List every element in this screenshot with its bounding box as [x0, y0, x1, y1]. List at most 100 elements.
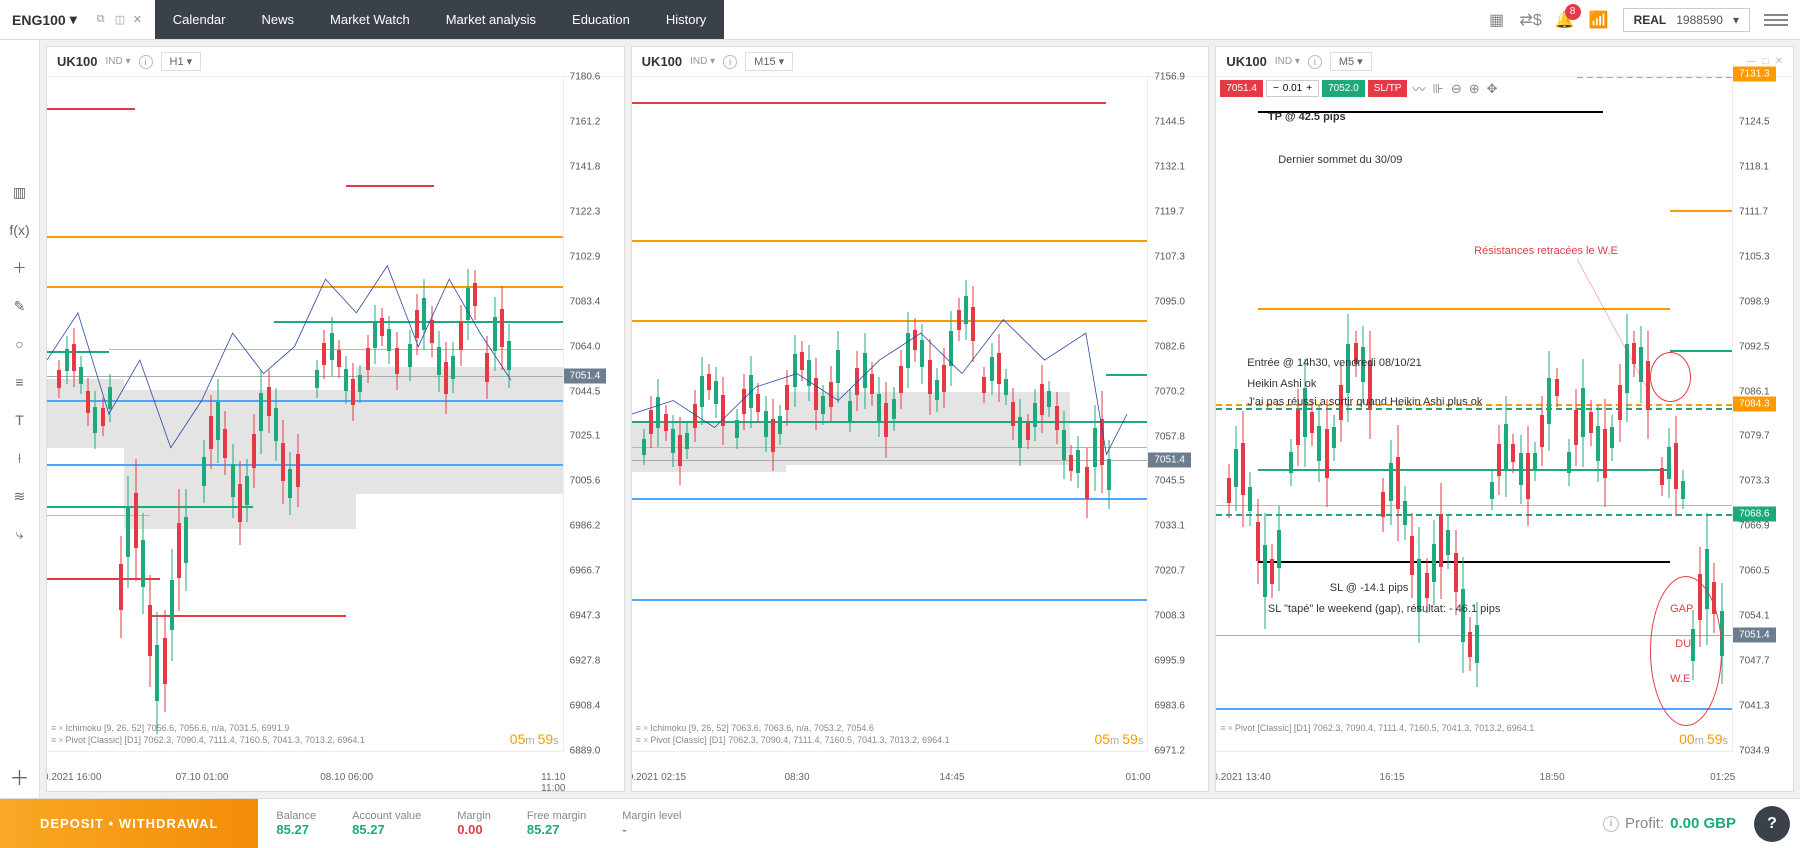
chart-symbol[interactable]: UK100	[57, 54, 97, 69]
plus-icon[interactable]: +	[1306, 83, 1312, 94]
candle	[245, 476, 249, 505]
timeframe-selector[interactable]: M5 ▾	[1330, 52, 1372, 71]
indicator-toggle-icon[interactable]: ≡	[1220, 723, 1225, 733]
y-tick-label: 7161.2	[570, 116, 601, 127]
zoom-in-icon[interactable]: ⊕	[1467, 81, 1482, 97]
info-icon[interactable]: i	[139, 55, 153, 69]
indicator-close-icon[interactable]: ×	[58, 723, 63, 733]
horizontal-line	[632, 240, 1148, 242]
popout-icon[interactable]: ⧉	[97, 13, 111, 27]
circle-icon[interactable]: ○	[8, 332, 32, 356]
ind-label: IND ▾	[1275, 56, 1300, 67]
transfer-icon[interactable]: ⇄$	[1521, 10, 1541, 30]
settings-icon[interactable]: ⟊	[8, 446, 32, 470]
indicator-close-icon[interactable]: ×	[643, 723, 648, 733]
candle	[238, 484, 242, 522]
close-icon[interactable]: ✕	[1775, 56, 1783, 67]
candle	[906, 333, 910, 367]
pencil-icon[interactable]: ✎	[8, 294, 32, 318]
sltp-button[interactable]: SL/TP	[1368, 80, 1408, 97]
account-selector[interactable]: REAL 1988590 ▾	[1623, 8, 1750, 32]
candle	[997, 353, 1001, 384]
help-button[interactable]: ?	[1754, 806, 1790, 842]
notifications-icon[interactable]: 🔔8	[1555, 10, 1575, 30]
qty-input[interactable]: −0.01+	[1266, 80, 1319, 97]
indicator-toggle-icon[interactable]: ≡	[636, 735, 641, 745]
candle	[252, 434, 256, 468]
candle	[1381, 492, 1385, 517]
indicator-toggle-icon[interactable]: ≡	[636, 723, 641, 733]
zoom-out-icon[interactable]: ⊖	[1449, 81, 1464, 97]
chart-panel-0: UK100IND ▾iH1 ▾≡ × Ichimoku [9, 26, 52] …	[46, 46, 625, 792]
main-area: ▥ f(x) ＋ ✎ ○ ≡ T ⟊ ≋ ⤷ ＋ UK100 IND ▾ i H1 ▾…	[0, 40, 1800, 798]
candle	[337, 350, 341, 367]
info-icon[interactable]: i	[1308, 55, 1322, 69]
add-panel-icon[interactable]: ＋	[8, 764, 32, 788]
chart-symbol[interactable]: UK100	[1226, 54, 1266, 69]
candle	[1681, 481, 1685, 499]
deposit-withdrawal-button[interactable]: DEPOSIT • WITHDRAWAL	[0, 799, 258, 848]
maximize-icon[interactable]: □	[1763, 56, 1769, 67]
nav-item-market-watch[interactable]: Market Watch	[312, 0, 428, 39]
info-icon[interactable]: i	[1603, 816, 1619, 832]
candle	[57, 370, 61, 387]
nav-item-news[interactable]: News	[244, 0, 313, 39]
chart-symbol[interactable]: UK100	[642, 54, 682, 69]
indicator-toggle-icon[interactable]: ≡	[51, 735, 56, 745]
candle	[1432, 544, 1436, 583]
annotation-ellipse	[1650, 352, 1691, 402]
y-tick-label: 7047.7	[1739, 656, 1770, 667]
fib-icon[interactable]: ≡	[8, 370, 32, 394]
crosshair-icon[interactable]: ＋	[8, 256, 32, 280]
close-icon[interactable]: ✕	[133, 13, 147, 27]
text-icon[interactable]: T	[8, 408, 32, 432]
buy-button[interactable]: 7052.0	[1322, 80, 1365, 97]
fx-icon[interactable]: f(x)	[8, 218, 32, 242]
candle	[485, 353, 489, 382]
horizontal-line	[47, 236, 563, 238]
candle	[322, 343, 326, 365]
annotation-text: SL @ -14.1 pips	[1330, 582, 1409, 594]
candle	[1270, 559, 1274, 584]
timeframe-selector[interactable]: M15 ▾	[745, 52, 793, 71]
symbol-selector[interactable]: ENG100▾	[0, 11, 89, 28]
timeframe-selector[interactable]: H1 ▾	[161, 52, 202, 71]
chart-body[interactable]: ≡ × Ichimoku [9, 26, 52] 7056.6, 7056.6,…	[47, 77, 564, 751]
candle	[101, 408, 105, 425]
y-tick-label: 7086.1	[1739, 386, 1770, 397]
menu-icon[interactable]	[1764, 8, 1788, 32]
minimize-icon[interactable]: —	[1747, 56, 1757, 67]
nav-item-market-analysis[interactable]: Market analysis	[428, 0, 554, 39]
candle	[764, 411, 768, 436]
x-axis: 05.10.2021 16:0007.10 01:0008.10 06:0011…	[47, 751, 564, 791]
current-price-tag: 7051.4	[564, 368, 607, 383]
candle	[1325, 429, 1329, 478]
candle	[459, 322, 463, 350]
indicator-close-icon[interactable]: ×	[1228, 723, 1233, 733]
candle	[500, 309, 504, 347]
sell-button[interactable]: 7051.4	[1220, 80, 1263, 97]
chart-body[interactable]: TP @ 42.5 pipsDernier sommet du 30/09Rés…	[1216, 77, 1733, 751]
account-id: 1988590	[1676, 13, 1723, 27]
ichimoku-cloud	[356, 367, 562, 494]
info-icon[interactable]: i	[723, 55, 737, 69]
nav-item-history[interactable]: History	[648, 0, 724, 39]
bars-icon[interactable]: ▥	[8, 180, 32, 204]
share-icon[interactable]: ⤷	[8, 522, 32, 546]
horizontal-line	[632, 102, 1106, 104]
chart-body[interactable]: ≡ × Ichimoku [9, 26, 52] 7063.6, 7063.6,…	[632, 77, 1149, 751]
detach-icon[interactable]: ◫	[115, 13, 129, 27]
line-icon[interactable]: 〰	[1410, 79, 1427, 98]
layers-icon[interactable]: ≋	[8, 484, 32, 508]
y-tick-label: 7008.3	[1154, 611, 1185, 622]
indicator-close-icon[interactable]: ×	[643, 735, 648, 745]
indicator-toggle-icon[interactable]: ≡	[51, 723, 56, 733]
minus-icon[interactable]: −	[1273, 83, 1279, 94]
move-icon[interactable]: ✥	[1485, 81, 1500, 97]
indicator-close-icon[interactable]: ×	[58, 735, 63, 745]
nav-item-calendar[interactable]: Calendar	[155, 0, 244, 39]
layout-icon[interactable]: ▦	[1487, 10, 1507, 30]
x-tick-label: 01:25	[1710, 772, 1735, 783]
nav-item-education[interactable]: Education	[554, 0, 648, 39]
candles-icon[interactable]: ⊪	[1431, 81, 1446, 97]
